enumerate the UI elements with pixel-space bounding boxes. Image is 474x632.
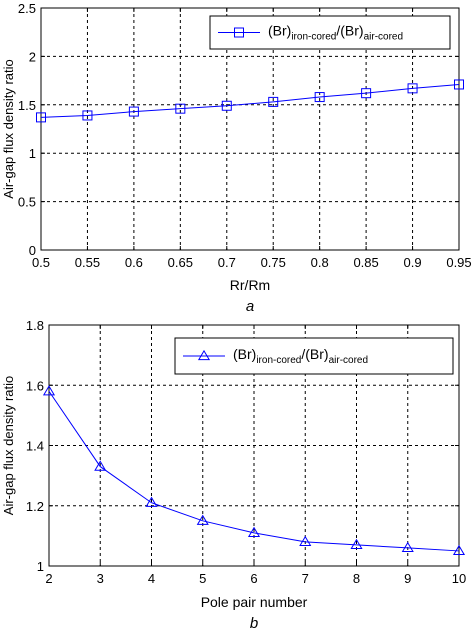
- legend: (Br)iron-cored/(Br)air-cored: [209, 15, 451, 50]
- legend-label: (Br)iron-cored/(Br)air-cored: [268, 23, 403, 43]
- chart-a: 0.5 0.55 0.6 0.65 0.7 0.75 0.8 0.85 0.9 0.9500.51…: [1, 1, 472, 315]
- y-tick-label: 1: [37, 559, 44, 574]
- y-tick-label: 1.4: [26, 439, 44, 454]
- x-tick-label: 2: [45, 571, 52, 586]
- chart-b: 2 3 4 5 6 7 8 9 10 1 1.2 1.4 1.6 1.8 Pole pair number A…: [1, 318, 466, 632]
- x-tick-label: 5: [199, 571, 206, 586]
- data-point: [175, 103, 186, 114]
- y-axis-label: Air-gap flux density ratio: [1, 59, 16, 198]
- chart-caption: a: [246, 298, 254, 315]
- y-tick-label: 1.2: [26, 499, 44, 514]
- y-tick-label: 1.6: [26, 378, 44, 393]
- data-point: [145, 496, 158, 507]
- x-tick-label: 7: [302, 571, 309, 586]
- data-point: [454, 79, 464, 90]
- y-tick-label: 2: [29, 49, 36, 64]
- x-tick-label: 0.95: [446, 255, 471, 270]
- data-point: [268, 96, 279, 107]
- data-point: [128, 106, 139, 117]
- data-point: [247, 526, 261, 537]
- legend-marker: [234, 27, 244, 38]
- data-point: [299, 535, 312, 547]
- chart-caption: b: [250, 615, 258, 632]
- y-tick-label: 1.8: [26, 318, 44, 333]
- x-tick-label: 0.8: [311, 255, 329, 270]
- x-axis-label: Pole pair number: [201, 594, 308, 610]
- data-point: [94, 460, 107, 471]
- series-line: [40, 83, 460, 118]
- x-tick-label: 8: [353, 571, 360, 586]
- x-axis-label: Rr/Rm: [230, 277, 270, 293]
- data-point: [42, 385, 56, 396]
- x-tick-label: 0.5: [32, 255, 50, 270]
- legend: (Br)iron-cored/(Br)air-cored: [174, 337, 454, 375]
- data-point: [361, 88, 372, 99]
- y-axis-label: Air-gap flux density ratio: [1, 376, 16, 515]
- y-tick-label: 1: [29, 146, 36, 161]
- x-tick-label: 0.6: [125, 255, 143, 270]
- x-tick-label: 0.9: [404, 255, 422, 270]
- y-tick-label: 2.5: [18, 1, 36, 16]
- data-point: [221, 100, 232, 111]
- legend-label: (Br)iron-cored/(Br)air-cored: [233, 346, 368, 366]
- x-tick-label: 0.75: [261, 255, 286, 270]
- data-point: [82, 110, 93, 121]
- y-tick-label: 1.5: [18, 98, 36, 113]
- x-tick-label: 4: [148, 571, 155, 586]
- x-tick-label: 9: [404, 571, 411, 586]
- x-tick-label: 10: [452, 571, 466, 586]
- x-tick-label: 0.65: [168, 255, 193, 270]
- data-point: [314, 92, 325, 103]
- data-point: [452, 544, 466, 556]
- x-tick-label: 3: [97, 571, 104, 586]
- x-tick-label: 0.55: [75, 255, 100, 270]
- legend-marker: [197, 349, 211, 361]
- x-tick-label: 6: [250, 571, 257, 586]
- series-line: [48, 390, 460, 552]
- y-tick-label: 0.5: [18, 195, 36, 210]
- plot-frame: [40, 7, 460, 251]
- data-point: [350, 538, 363, 550]
- data-point: [407, 83, 418, 94]
- data-point: [401, 541, 414, 553]
- data-point: [196, 514, 209, 525]
- y-tick-label: 0: [29, 243, 36, 258]
- x-tick-label: 0.7: [218, 255, 236, 270]
- x-tick-label: 0.85: [353, 255, 378, 270]
- data-point: [36, 112, 46, 123]
